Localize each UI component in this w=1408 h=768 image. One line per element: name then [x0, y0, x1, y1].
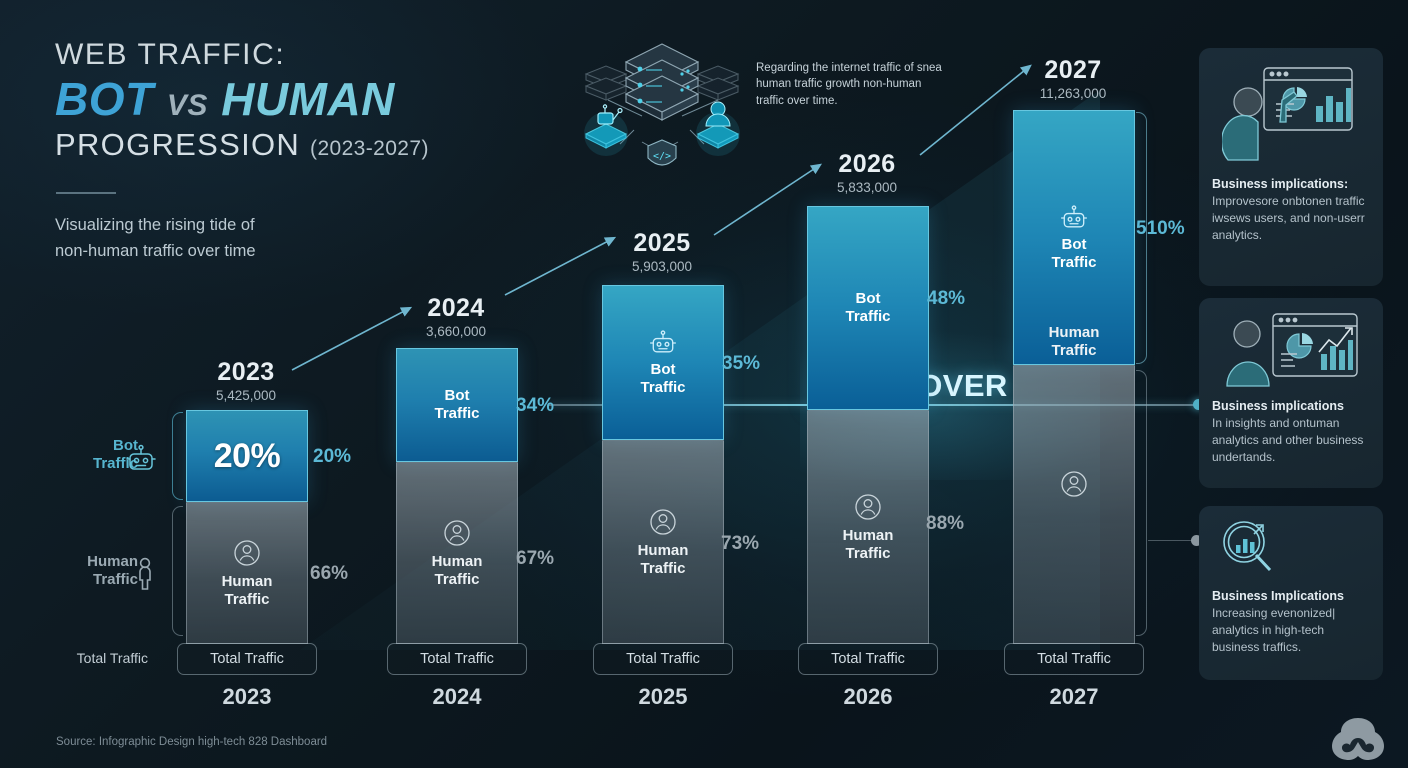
robot-icon: [126, 444, 156, 470]
person-icon: [139, 557, 151, 590]
year-value-2026: 5,833,000: [836, 180, 898, 195]
user-avatar-icon: [444, 520, 470, 546]
card-business-implications-3[interactable]: Business Implications Increasing evenoni…: [1199, 506, 1383, 680]
year-footer-2023: 2023: [222, 684, 272, 709]
bracket-human-2023: [172, 506, 183, 636]
title-line-3: PROGRESSION (2023-2027): [55, 127, 575, 163]
subtitle: Visualizing the rising tide of non-human…: [55, 216, 256, 260]
user-avatar-icon: [855, 494, 881, 520]
bot-percent-2027: 510%: [1136, 218, 1185, 239]
bot-bar-inline-label-2026: Bot Traffic: [845, 290, 891, 325]
source-text: Source: Infographic Design high-tech 828…: [56, 736, 328, 748]
card-title-2: Business implications: [1212, 399, 1344, 413]
magnifier-chart-icon: [1218, 518, 1370, 580]
connector-line-card-3: [1148, 540, 1196, 541]
bot-bar-2024[interactable]: Bot Traffic: [396, 348, 518, 462]
brand-logo: [1332, 718, 1384, 760]
human-bar-2025[interactable]: Human Traffic: [602, 440, 724, 644]
user-avatar-icon: [1061, 471, 1087, 497]
year-value-2025: 5,903,000: [631, 259, 693, 274]
year-footer-2025: 2025: [638, 684, 688, 709]
human-bar-2026[interactable]: Human Traffic: [807, 410, 929, 644]
card-body-2: In insights and ontuman analytics and ot…: [1212, 416, 1364, 465]
year-footer-2024: 2024: [432, 684, 482, 709]
server-network-illustration: </>: [584, 43, 740, 166]
human-bar-inline-label-2025: Human Traffic: [637, 541, 689, 577]
human-percent-2025: 73%: [721, 533, 760, 554]
title-block: WEB TRAFFIC: BOT VS HUMAN PROGRESSION (2…: [55, 38, 575, 163]
card-title-3: Business Implications: [1212, 589, 1344, 603]
human-bar-2027[interactable]: Human Traffic: [1013, 324, 1135, 644]
title-year-range: (2023-2027): [310, 137, 429, 161]
title-vs-word: VS: [166, 88, 208, 122]
year-footer-2027: 2027: [1049, 684, 1099, 709]
bot-percent-2026: 48%: [927, 288, 966, 309]
year-value-2024: 3,660,000: [425, 324, 487, 339]
total-traffic-pill-2026[interactable]: Total Traffic: [798, 643, 938, 675]
human-percent-2026: 88%: [926, 513, 965, 534]
robot-icon: [1060, 205, 1088, 228]
human-percent-2024: 67%: [516, 548, 555, 569]
year-footer-2026: 2026: [843, 684, 893, 709]
presenter-dashboard-icon: [1212, 60, 1370, 168]
total-traffic-pill-2027[interactable]: Total Traffic: [1004, 643, 1144, 675]
human-bar-inline-label-2024: Human Traffic: [431, 552, 483, 588]
intro-note: Regarding the internet traffic of snea h…: [756, 62, 942, 107]
card-body-1: Improvesore onbtonen traffic iwsews user…: [1212, 194, 1365, 243]
year-title-2026: 2026: [838, 150, 896, 178]
year-value-2023: 5,425,000: [215, 388, 277, 403]
card-business-implications-2[interactable]: Business implications In insights and on…: [1199, 298, 1383, 488]
title-divider: [56, 192, 116, 194]
bot-bar-inline-label-2027: Bot Traffic: [1051, 236, 1097, 271]
bot-percent-2023: 20%: [313, 446, 352, 467]
analytics-person-icon: [1212, 310, 1370, 390]
connector-dot-card-3: [1191, 535, 1202, 546]
card-business-implications-1[interactable]: Business implications: Improvesore onbto…: [1199, 48, 1383, 286]
title-human-word: HUMAN: [221, 72, 395, 125]
bot-bar-inline-label-2024: Bot Traffic: [434, 387, 480, 422]
human-bar-inline-label-2023: Human Traffic: [221, 572, 273, 608]
human-percent-2023: 66%: [310, 563, 349, 584]
bot-percent-2025: 35%: [722, 353, 761, 374]
robot-icon: [649, 330, 677, 353]
connector-dot-card-2: [1193, 399, 1204, 410]
title-line-2: BOT VS HUMAN: [55, 72, 575, 126]
legend-total-traffic: Total Traffic: [76, 650, 148, 666]
year-title-2023: 2023: [217, 358, 275, 386]
human-bar-inline-label-2027: Human Traffic: [1048, 324, 1100, 359]
human-bar-inline-label-2026: Human Traffic: [842, 526, 894, 562]
bracket-bot-2023: [172, 412, 183, 500]
title-bot-word: BOT: [55, 72, 154, 125]
bot-bar-inline-label-2023: 20%: [213, 436, 281, 475]
bot-bar-2026[interactable]: Bot Traffic: [807, 206, 929, 410]
year-title-2027: 2027: [1044, 56, 1102, 84]
year-value-2027: 11,263,000: [1039, 86, 1107, 101]
human-bar-2023[interactable]: Human Traffic: [186, 502, 308, 644]
bot-bar-2027[interactable]: Bot Traffic: [1013, 110, 1135, 365]
card-title-1: Business implications:: [1212, 177, 1349, 191]
bot-bar-inline-label-2025: Bot Traffic: [640, 361, 686, 396]
bot-bar-2025[interactable]: Bot Traffic: [602, 285, 724, 440]
year-title-2024: 2024: [427, 294, 485, 322]
total-traffic-pill-2023[interactable]: Total Traffic: [177, 643, 317, 675]
user-avatar-icon: [234, 540, 260, 566]
bracket-human-2027: [1136, 370, 1147, 636]
human-bar-2024[interactable]: Human Traffic: [396, 462, 518, 644]
user-avatar-icon: [650, 509, 676, 535]
title-progression-word: PROGRESSION: [55, 127, 301, 163]
legend-human-traffic: Human Traffic: [87, 553, 138, 589]
total-traffic-pill-2024[interactable]: Total Traffic: [387, 643, 527, 675]
title-line-1: WEB TRAFFIC:: [55, 38, 286, 71]
year-title-2025: 2025: [633, 229, 691, 257]
svg-text:</>: </>: [653, 151, 671, 162]
total-traffic-pill-2025[interactable]: Total Traffic: [593, 643, 733, 675]
card-body-3: Increasing evenonized| analytics in high…: [1212, 606, 1336, 655]
bot-percent-2024: 34%: [516, 395, 555, 416]
bot-bar-2023[interactable]: 20%: [186, 410, 308, 502]
